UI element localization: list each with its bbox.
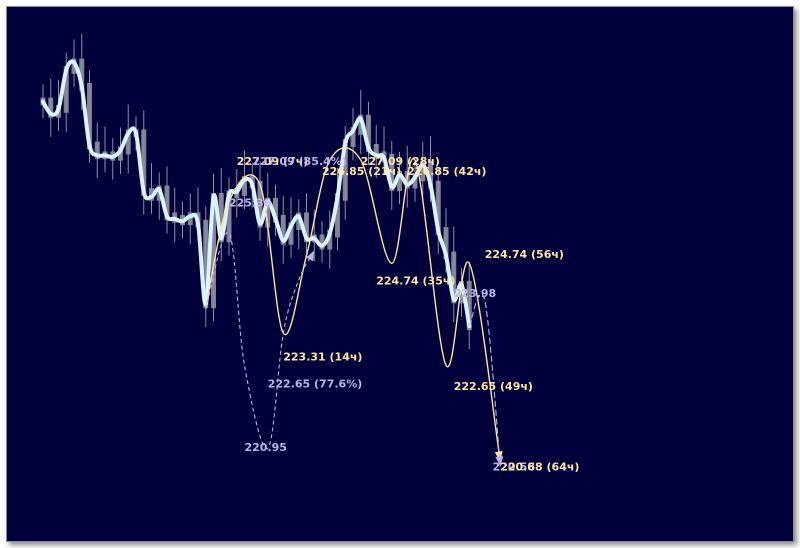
price-bar xyxy=(265,197,271,228)
price-bar xyxy=(319,234,325,250)
forecast-arrowhead-2 xyxy=(306,250,315,262)
price-bar xyxy=(63,65,69,113)
price-bar xyxy=(443,227,449,260)
price-bar xyxy=(187,212,193,226)
forecast-label: 227.09 (7ч) xyxy=(237,155,309,168)
forecast-label: 222.65 (77.6%) xyxy=(268,377,363,390)
price-bar xyxy=(335,192,340,238)
forecast-label: 224.74 (56ч) xyxy=(485,248,564,261)
price-bar xyxy=(366,114,371,152)
price-bar xyxy=(358,114,364,135)
price-bar xyxy=(211,192,216,309)
price-bar xyxy=(149,188,154,201)
forecast-path-3 xyxy=(468,293,501,467)
price-bar xyxy=(397,170,402,191)
price-bar xyxy=(304,212,309,243)
price-bar xyxy=(296,212,302,231)
price-bar xyxy=(87,83,92,150)
forecast-label: 220.95 xyxy=(245,441,287,454)
price-bar xyxy=(218,192,224,243)
price-bar xyxy=(257,180,263,228)
price-bar xyxy=(273,197,278,223)
price-bar xyxy=(373,144,379,160)
forecast-arrowhead-3 xyxy=(495,456,504,467)
forecast-label: 225.36 xyxy=(229,197,272,210)
price-bar xyxy=(141,129,147,196)
price-bar xyxy=(350,126,356,148)
forecast-label: 223.98 xyxy=(454,287,496,300)
chart-frame: 227.09 (7ч) 227.09 (85.4%) 225.36 223.31 (1… xyxy=(6,6,794,542)
price-bar xyxy=(48,97,54,118)
forecast-label: 227.09 (28ч) xyxy=(361,155,440,168)
forecast-label: 224.74 (35ч) xyxy=(376,275,455,288)
forecast-path-1 xyxy=(205,147,501,462)
forecast-label: 220.68 (64ч) xyxy=(500,460,579,473)
price-bar xyxy=(94,141,100,160)
price-bar xyxy=(288,222,294,245)
price-forecast-chart: 227.09 (7ч)227.09 (85.4%) 225.36 223.31 (1… xyxy=(40,33,579,473)
price-line xyxy=(41,59,472,329)
price-bar xyxy=(412,173,418,189)
forecast-path-2 xyxy=(205,231,315,449)
forecast-label: 220.58 xyxy=(493,460,535,473)
price-bar xyxy=(203,219,209,309)
price-bar xyxy=(435,180,441,235)
price-bar xyxy=(164,185,170,221)
forecast-label: 226.85 (21ч) xyxy=(322,165,401,178)
price-bar xyxy=(125,129,131,155)
forecast-label: 227.09 (85.4%) xyxy=(252,155,347,168)
price-bar xyxy=(342,139,348,201)
price-bar xyxy=(226,190,232,243)
price-bar xyxy=(466,280,472,331)
price-bar xyxy=(327,229,333,250)
price-bar xyxy=(79,58,85,91)
price-bar xyxy=(459,280,464,304)
price-bar xyxy=(242,175,247,196)
price-bar xyxy=(420,161,426,182)
forecast-label: 222.65 (49ч) xyxy=(454,380,533,393)
forecast-label: 226.85 (42ч) xyxy=(407,165,486,178)
price-bar xyxy=(451,251,457,304)
price-bar xyxy=(428,161,433,189)
price-bar xyxy=(280,214,286,245)
price-bar xyxy=(389,153,395,191)
price-bar xyxy=(71,58,77,74)
forecast-label: 223.31 (14ч) xyxy=(283,350,362,363)
